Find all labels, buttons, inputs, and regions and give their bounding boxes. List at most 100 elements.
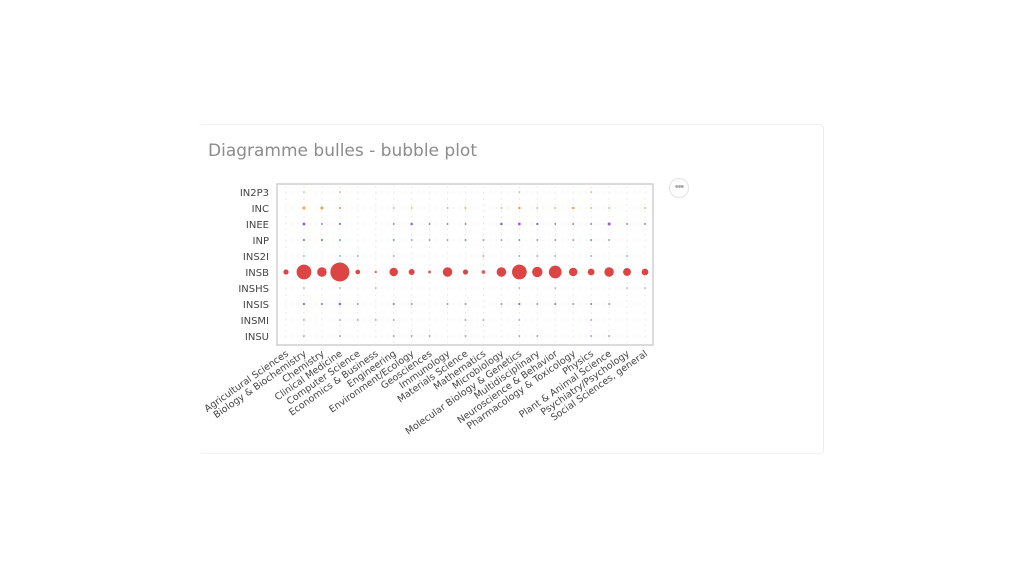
bubble-ins2i-engineering[interactable] — [392, 255, 395, 257]
bubble-insb-immunology[interactable] — [442, 267, 453, 277]
bubble-insb-clinical-medicine[interactable] — [330, 262, 350, 282]
bubble-inc-physics[interactable] — [590, 207, 593, 209]
bubble-insis-immunology[interactable] — [446, 303, 449, 305]
bubble-ins2i-computer-science[interactable] — [356, 255, 359, 257]
bubble-inc-engineering[interactable] — [392, 207, 395, 209]
bubble-inee-physics[interactable] — [590, 223, 593, 225]
bubble-inc-plant-animal-science[interactable] — [608, 207, 610, 209]
bubble-in2p3-molecular-biology-genetics[interactable] — [518, 191, 521, 193]
bubble-insb-agricultural-sciences[interactable] — [283, 269, 289, 275]
bubble-insb-multidisciplinary[interactable] — [532, 266, 543, 278]
bubble-inp-molecular-biology-genetics[interactable] — [518, 239, 521, 241]
bubble-insb-pharmacology-toxicology[interactable] — [568, 267, 578, 277]
bubble-insis-biology-biochemistry[interactable] — [302, 302, 306, 306]
bubble-insmi-engineering[interactable] — [392, 319, 395, 321]
bubble-insis-physics[interactable] — [590, 303, 593, 305]
bubble-ins2i-neuroscience-behavior[interactable] — [554, 255, 557, 257]
bubble-insmi-biology-biochemistry[interactable] — [303, 319, 305, 321]
bubble-inc-pharmacology-toxicology[interactable] — [571, 206, 575, 210]
bubble-inp-environment-ecology[interactable] — [410, 239, 413, 241]
bubble-inee-psychiatry-psychology[interactable] — [626, 223, 628, 225]
bubble-inc-immunology[interactable] — [446, 207, 449, 209]
bubble-inp-pharmacology-toxicology[interactable] — [572, 239, 575, 241]
bubble-inshs-economics-business[interactable] — [374, 287, 377, 289]
bubble-ins2i-psychiatry-psychology[interactable] — [626, 255, 628, 257]
bubble-inee-materials-science[interactable] — [464, 223, 467, 225]
bubble-insmi-economics-business[interactable] — [374, 319, 377, 321]
bubble-insb-engineering[interactable] — [389, 267, 398, 277]
bubble-insu-multidisciplinary[interactable] — [536, 335, 539, 337]
bubble-insb-social-sciences-general[interactable] — [641, 268, 649, 276]
bubble-inee-engineering[interactable] — [392, 223, 395, 225]
bubble-inee-biology-biochemistry[interactable] — [302, 222, 306, 226]
bubble-insis-environment-ecology[interactable] — [410, 303, 413, 305]
bubble-inc-materials-science[interactable] — [464, 207, 467, 209]
chart-menu-button[interactable]: ••• — [669, 178, 689, 198]
bubble-inp-neuroscience-behavior[interactable] — [554, 239, 557, 241]
bubble-inp-materials-science[interactable] — [464, 239, 467, 241]
bubble-insmi-physics[interactable] — [590, 319, 593, 321]
bubble-inp-plant-animal-science[interactable] — [608, 239, 610, 241]
bubble-inp-mathematics[interactable] — [482, 239, 485, 241]
bubble-insb-microbiology[interactable] — [496, 267, 507, 277]
bubble-inee-clinical-medicine[interactable] — [338, 222, 341, 226]
bubble-insis-engineering[interactable] — [392, 302, 395, 306]
bubble-insu-materials-science[interactable] — [464, 335, 467, 337]
bubble-inee-multidisciplinary[interactable] — [536, 222, 539, 226]
bubble-insu-clinical-medicine[interactable] — [338, 335, 341, 337]
bubble-insmi-clinical-medicine[interactable] — [338, 319, 341, 321]
bubble-inp-engineering[interactable] — [392, 239, 395, 241]
bubble-insis-multidisciplinary[interactable] — [536, 303, 539, 305]
bubble-inshs-biology-biochemistry[interactable] — [303, 287, 305, 289]
bubble-inee-molecular-biology-genetics[interactable] — [518, 222, 521, 226]
bubble-inp-chemistry[interactable] — [320, 238, 324, 242]
bubble-inshs-neuroscience-behavior[interactable] — [554, 287, 557, 289]
bubble-ins2i-molecular-biology-genetics[interactable] — [518, 255, 521, 257]
bubble-insb-psychiatry-psychology[interactable] — [623, 268, 632, 276]
bubble-insu-biology-biochemistry[interactable] — [303, 335, 305, 337]
bubble-insb-mathematics[interactable] — [481, 270, 486, 274]
bubble-ins2i-multidisciplinary[interactable] — [536, 255, 539, 257]
bubble-insb-computer-science[interactable] — [355, 269, 361, 275]
bubble-inp-multidisciplinary[interactable] — [536, 239, 539, 241]
bubble-ins2i-mathematics[interactable] — [482, 255, 485, 257]
bubble-inee-microbiology[interactable] — [500, 222, 503, 226]
bubble-in2p3-biology-biochemistry[interactable] — [303, 191, 305, 193]
bubble-insb-environment-ecology[interactable] — [408, 269, 415, 275]
bubble-inee-geosciences[interactable] — [428, 223, 431, 225]
bubble-insu-molecular-biology-genetics[interactable] — [518, 335, 521, 337]
bubble-insb-chemistry[interactable] — [317, 267, 327, 277]
bubble-insb-molecular-biology-genetics[interactable] — [511, 264, 527, 280]
bubble-insis-molecular-biology-genetics[interactable] — [518, 302, 521, 306]
bubble-inc-microbiology[interactable] — [500, 207, 503, 209]
bubble-inee-social-sciences-general[interactable] — [644, 223, 646, 225]
bubble-insb-materials-science[interactable] — [462, 269, 469, 275]
bubble-insmi-molecular-biology-genetics[interactable] — [518, 319, 521, 321]
bubble-inp-microbiology[interactable] — [500, 239, 503, 241]
bubble-insu-physics[interactable] — [590, 335, 593, 337]
bubble-insis-materials-science[interactable] — [464, 303, 467, 305]
bubble-inee-plant-animal-science[interactable] — [607, 222, 611, 226]
bubble-insb-plant-animal-science[interactable] — [604, 267, 614, 277]
bubble-ins2i-clinical-medicine[interactable] — [338, 255, 341, 257]
bubble-insis-chemistry[interactable] — [320, 302, 323, 306]
bubble-in2p3-physics[interactable] — [590, 191, 593, 193]
bubble-ins2i-physics[interactable] — [590, 255, 593, 257]
bubble-ins2i-biology-biochemistry[interactable] — [303, 255, 305, 257]
bubble-inshs-molecular-biology-genetics[interactable] — [518, 287, 521, 289]
bubble-inc-neuroscience-behavior[interactable] — [554, 207, 557, 209]
bubble-insis-computer-science[interactable] — [356, 303, 359, 305]
bubble-insmi-materials-science[interactable] — [464, 319, 467, 321]
bubble-insb-neuroscience-behavior[interactable] — [548, 265, 562, 279]
bubble-insu-engineering[interactable] — [392, 335, 395, 337]
bubble-inc-environment-ecology[interactable] — [410, 207, 413, 209]
bubble-insu-environment-ecology[interactable] — [410, 335, 413, 337]
bubble-insmi-mathematics[interactable] — [482, 319, 485, 321]
bubble-insis-microbiology[interactable] — [500, 303, 503, 305]
bubble-inp-clinical-medicine[interactable] — [338, 239, 341, 241]
bubble-inc-biology-biochemistry[interactable] — [302, 206, 306, 210]
bubble-insu-plant-animal-science[interactable] — [608, 335, 610, 337]
bubble-inee-immunology[interactable] — [446, 223, 449, 225]
bubble-inp-geosciences[interactable] — [428, 239, 431, 241]
bubble-inc-clinical-medicine[interactable] — [338, 206, 342, 210]
